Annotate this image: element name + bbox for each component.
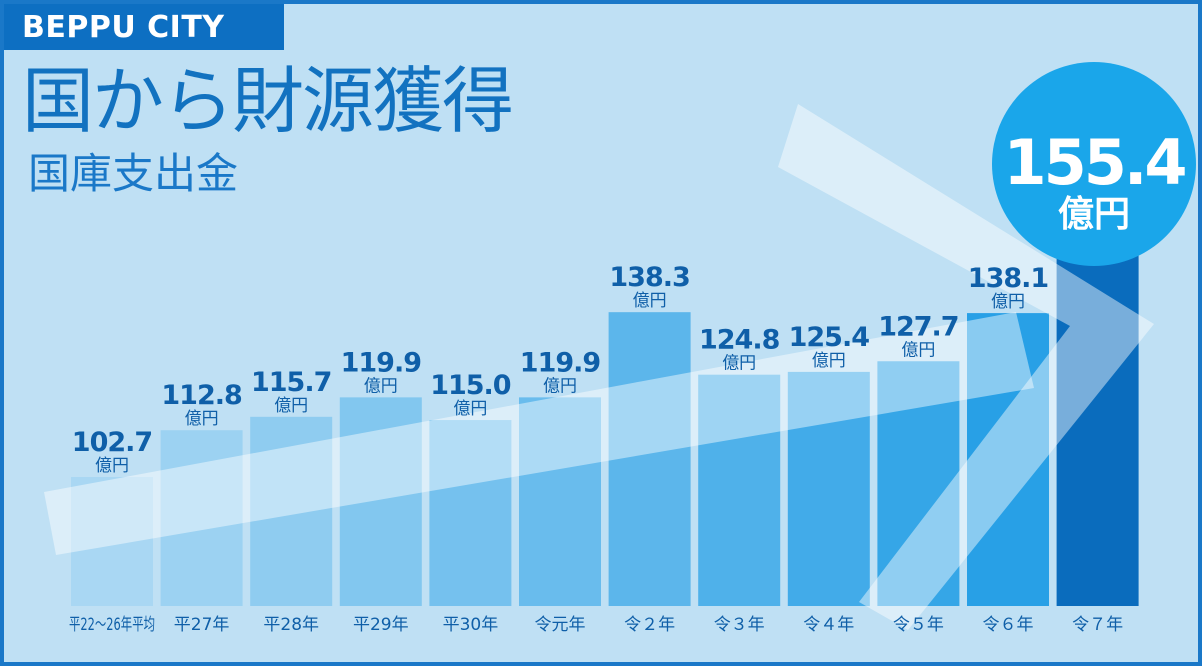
category-label: 平28年 bbox=[263, 615, 319, 635]
category-label: 令６年 bbox=[983, 615, 1034, 635]
value-label: 138.3 bbox=[609, 262, 689, 293]
bar-8 bbox=[698, 374, 781, 606]
unit-label: 億円 bbox=[543, 376, 577, 396]
value-label: 138.1 bbox=[968, 263, 1048, 294]
bars-layer bbox=[71, 233, 1139, 606]
page-subtitle: 国庫支出金 bbox=[28, 149, 239, 198]
bar-9 bbox=[787, 371, 870, 606]
highlight-value: 155.4 bbox=[1003, 126, 1185, 199]
page-title: 国から財源獲得 bbox=[22, 59, 514, 143]
labels-layer: 平22～26年平均102.7億円平27年112.8億円平28年115.7億円平2… bbox=[69, 262, 1123, 635]
category-label: 平30年 bbox=[443, 615, 499, 635]
value-label: 125.4 bbox=[789, 322, 870, 353]
category-label: 令４年 bbox=[803, 615, 854, 635]
category-label: 令２年 bbox=[624, 615, 675, 635]
value-label: 119.9 bbox=[520, 347, 601, 378]
bar-12 bbox=[1056, 233, 1139, 606]
unit-label: 億円 bbox=[185, 409, 219, 429]
trend-arrow-chevron bbox=[778, 104, 1154, 630]
unit-label: 億円 bbox=[633, 291, 667, 311]
value-label: 102.7 bbox=[72, 427, 152, 458]
value-label: 112.8 bbox=[161, 380, 242, 411]
bar-4 bbox=[339, 397, 422, 606]
value-label: 115.0 bbox=[430, 370, 511, 401]
unit-label: 億円 bbox=[364, 376, 398, 396]
category-label: 令元年 bbox=[535, 615, 586, 635]
bar-3 bbox=[250, 416, 333, 606]
bar-7 bbox=[608, 312, 691, 606]
category-label: 平27年 bbox=[174, 615, 230, 635]
bar-10 bbox=[877, 361, 960, 606]
trend-arrow-upper bbox=[44, 312, 1034, 555]
unit-label: 億円 bbox=[991, 292, 1025, 312]
category-label: 令５年 bbox=[893, 615, 944, 635]
category-label: 令３年 bbox=[714, 615, 765, 635]
unit-label: 億円 bbox=[812, 351, 846, 371]
category-label: 平29年 bbox=[353, 615, 409, 635]
value-label: 119.9 bbox=[341, 347, 422, 378]
value-label: 127.7 bbox=[878, 311, 958, 342]
highlight-badge: 155.4 億円 bbox=[992, 62, 1196, 266]
bar-1 bbox=[71, 477, 153, 606]
unit-label: 億円 bbox=[95, 456, 129, 476]
brand-name: BEPPU CITY bbox=[22, 10, 225, 45]
category-label: 令７年 bbox=[1072, 615, 1123, 635]
bar-11 bbox=[967, 313, 1049, 606]
unit-label: 億円 bbox=[722, 354, 756, 374]
brand-banner: BEPPU CITY bbox=[4, 4, 284, 50]
bar-chart: 155.4 億円 平22～26年平均102.7億円平27年112.8億円平28年… bbox=[44, 62, 1196, 635]
value-label: 115.7 bbox=[251, 367, 331, 398]
highlight-circle bbox=[992, 62, 1196, 266]
unit-label: 億円 bbox=[901, 340, 935, 360]
trend-arrow bbox=[44, 104, 1154, 630]
category-label: 平22～26年平均 bbox=[69, 615, 155, 635]
bar-6 bbox=[519, 397, 601, 606]
highlight-unit: 億円 bbox=[1058, 194, 1130, 235]
unit-label: 億円 bbox=[274, 396, 308, 416]
unit-label: 億円 bbox=[453, 399, 487, 419]
bar-5 bbox=[429, 420, 512, 606]
bar-2 bbox=[160, 430, 243, 606]
value-label: 124.8 bbox=[699, 325, 780, 356]
